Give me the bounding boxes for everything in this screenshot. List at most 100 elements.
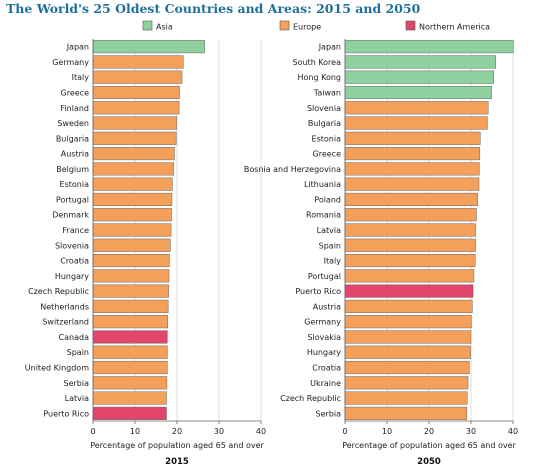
bar-hungary xyxy=(92,269,170,283)
bar-france xyxy=(92,223,172,237)
bar-germany xyxy=(92,55,184,69)
bar-denmark xyxy=(92,208,172,222)
category-label: Spain xyxy=(319,241,341,250)
category-label: Slovenia xyxy=(55,241,89,250)
bar-romania xyxy=(344,208,477,222)
bar-poland xyxy=(344,192,478,206)
x-tick-label: 30 xyxy=(466,427,476,436)
category-label: Romania xyxy=(306,211,341,220)
category-label: Hong Kong xyxy=(298,73,342,82)
category-label: Italy xyxy=(324,257,342,266)
x-tick-label: 20 xyxy=(172,427,182,436)
bar-austria xyxy=(344,299,473,313)
category-label: Greece xyxy=(61,88,90,97)
category-label: South Korea xyxy=(293,58,342,67)
category-label: Bulgaria xyxy=(56,134,89,143)
category-label: Czech Republic xyxy=(28,287,89,296)
category-label: Puerto Rico xyxy=(43,409,89,418)
bar-estonia xyxy=(344,131,481,145)
bar-slovakia xyxy=(344,330,472,344)
bar-sweden xyxy=(92,116,177,130)
bar-slovenia xyxy=(344,101,489,115)
legend-swatch-asia xyxy=(142,20,153,31)
category-label: Belgium xyxy=(56,165,89,174)
x-tick-label: 20 xyxy=(424,427,434,436)
category-label: Czech Republic xyxy=(280,394,341,403)
bar-lithuania xyxy=(344,177,480,191)
bar-greece xyxy=(344,147,481,161)
category-label: Taiwan xyxy=(313,88,341,97)
bar-serbia xyxy=(92,376,168,390)
category-label: Latvia xyxy=(65,394,89,403)
panel-2050: Japan South Korea Hong Kong Taiwan Slovenia B… xyxy=(244,39,518,467)
category-label: Serbia xyxy=(316,409,342,418)
category-label: Switzerland xyxy=(42,318,89,327)
bar-italy xyxy=(92,70,183,84)
bar-italy xyxy=(344,254,476,268)
category-label: Hungary xyxy=(55,272,89,281)
category-label: Serbia xyxy=(64,379,90,388)
category-label: Denmark xyxy=(52,211,89,220)
category-label: Croatia xyxy=(60,257,89,266)
bar-estonia xyxy=(92,177,173,191)
panel-title: 2050 xyxy=(417,457,441,467)
category-label: Bosnia and Herzegovina xyxy=(244,165,341,174)
x-axis-label: Percentage of population aged 65 and ove… xyxy=(342,441,516,450)
category-label: Slovakia xyxy=(307,333,341,342)
bar-switzerland xyxy=(92,315,169,329)
bar-slovenia xyxy=(92,238,171,252)
category-label: Spain xyxy=(67,348,89,357)
bar-puerto-rico xyxy=(92,406,167,420)
category-label: Portugal xyxy=(56,195,89,204)
category-label: Germany xyxy=(304,318,341,327)
bar-ukraine xyxy=(344,376,469,390)
category-label: Finland xyxy=(60,104,89,113)
legend-label: Asia xyxy=(156,23,173,32)
bar-netherlands xyxy=(92,299,169,313)
category-label: Austria xyxy=(61,150,89,159)
category-label: Latvia xyxy=(317,226,341,235)
category-label: Italy xyxy=(72,73,90,82)
category-label: Sweden xyxy=(57,119,89,128)
category-label: Austria xyxy=(313,302,341,311)
category-label: Poland xyxy=(314,195,341,204)
x-tick-label: 10 xyxy=(130,427,140,436)
x-tick-label: 0 xyxy=(90,427,95,436)
bar-austria xyxy=(92,147,175,161)
panel-2015: Japan Germany Italy Greece Finland Sweden Bulg… xyxy=(25,39,266,467)
category-label: Lithuania xyxy=(304,180,341,189)
bar-puerto-rico xyxy=(344,284,474,298)
bar-hong-kong xyxy=(344,70,494,84)
legend-swatch-northern-america xyxy=(405,20,416,31)
category-label: Estonia xyxy=(312,134,342,143)
bar-hungary xyxy=(344,345,471,359)
panel-title: 2015 xyxy=(165,457,189,467)
bar-canada xyxy=(92,330,168,344)
bar-spain xyxy=(92,345,168,359)
bar-taiwan xyxy=(344,85,492,100)
x-tick-label: 30 xyxy=(214,427,224,436)
category-label: United Kingdom xyxy=(25,364,89,373)
category-label: Hungary xyxy=(307,348,341,357)
bar-germany xyxy=(344,315,472,329)
legend: Asia Europe Northern America xyxy=(142,20,490,32)
legend-swatch-europe xyxy=(279,20,290,31)
x-tick-label: 10 xyxy=(382,427,392,436)
category-label: Puerto Rico xyxy=(295,287,341,296)
category-label: Netherlands xyxy=(40,302,89,311)
bar-south-korea xyxy=(344,55,497,69)
bar-serbia xyxy=(344,406,468,420)
bar-finland xyxy=(92,101,180,115)
category-label: Slovenia xyxy=(307,104,341,113)
category-label: Germany xyxy=(52,58,89,67)
x-tick-label: 0 xyxy=(342,427,347,436)
bar-latvia xyxy=(344,223,476,237)
bar-bulgaria xyxy=(92,131,177,145)
bar-greece xyxy=(92,85,180,100)
category-label: Ukraine xyxy=(310,379,341,388)
chart-title: The World's 25 Oldest Countries and Area… xyxy=(6,1,421,16)
bar-bulgaria xyxy=(344,116,488,130)
bar-portugal xyxy=(92,192,173,206)
bar-czech-republic xyxy=(344,391,468,405)
